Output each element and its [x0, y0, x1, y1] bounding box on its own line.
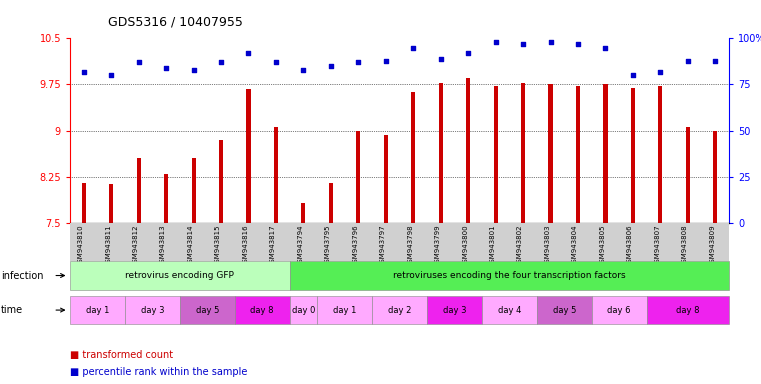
Text: GSM943813: GSM943813 [160, 225, 166, 267]
Bar [603, 84, 607, 384]
Text: GSM943808: GSM943808 [682, 225, 688, 267]
Bar [521, 83, 525, 384]
Text: GSM943799: GSM943799 [435, 225, 441, 267]
Text: GSM943801: GSM943801 [489, 225, 495, 267]
Text: GSM943814: GSM943814 [187, 225, 193, 267]
Bar [576, 86, 580, 384]
Text: day 3: day 3 [141, 306, 164, 314]
Text: GSM943797: GSM943797 [380, 225, 386, 267]
Bar [247, 89, 250, 384]
Text: GSM943802: GSM943802 [517, 225, 523, 267]
Point [682, 58, 694, 64]
Bar [549, 84, 552, 384]
Bar [466, 78, 470, 384]
Bar [631, 88, 635, 384]
Text: retroviruses encoding the four transcription factors: retroviruses encoding the four transcrip… [393, 271, 626, 280]
Bar [384, 136, 388, 384]
Bar [686, 127, 690, 384]
Text: GSM943804: GSM943804 [572, 225, 578, 267]
Text: GSM943815: GSM943815 [215, 225, 221, 267]
Point [627, 72, 639, 78]
Text: GSM943795: GSM943795 [325, 225, 331, 267]
Point [298, 67, 310, 73]
Bar [192, 158, 196, 384]
Point [215, 59, 227, 65]
Point [352, 59, 365, 65]
Bar [109, 184, 113, 384]
Text: GSM943812: GSM943812 [132, 225, 139, 267]
Text: retrovirus encoding GFP: retrovirus encoding GFP [126, 271, 234, 280]
Point [160, 65, 172, 71]
Text: ■ percentile rank within the sample: ■ percentile rank within the sample [70, 367, 247, 377]
Point [325, 63, 337, 69]
Text: day 8: day 8 [250, 306, 274, 314]
Point [132, 59, 145, 65]
Text: day 5: day 5 [552, 306, 576, 314]
Bar [164, 174, 168, 384]
Text: GSM943803: GSM943803 [545, 225, 550, 267]
Text: GSM943816: GSM943816 [243, 225, 249, 267]
Point [572, 41, 584, 47]
Point [187, 67, 199, 73]
Text: GSM943805: GSM943805 [600, 225, 606, 267]
Text: day 2: day 2 [388, 306, 411, 314]
Point [709, 58, 721, 64]
Text: GSM943810: GSM943810 [78, 225, 84, 267]
Text: GSM943798: GSM943798 [407, 225, 413, 267]
Point [407, 45, 419, 51]
Text: day 0: day 0 [291, 306, 315, 314]
Bar [356, 131, 361, 384]
Text: day 3: day 3 [443, 306, 466, 314]
Text: infection: infection [1, 270, 43, 281]
Bar [494, 86, 498, 384]
Point [243, 50, 255, 56]
Text: GSM943811: GSM943811 [105, 225, 111, 267]
Text: day 8: day 8 [676, 306, 699, 314]
Bar [411, 93, 416, 384]
Point [600, 45, 612, 51]
Bar [713, 131, 718, 384]
Point [462, 50, 474, 56]
Text: GSM943800: GSM943800 [462, 225, 468, 267]
Point [78, 68, 90, 74]
Text: GDS5316 / 10407955: GDS5316 / 10407955 [108, 16, 243, 29]
Bar [81, 183, 86, 384]
Point [270, 59, 282, 65]
Bar [219, 140, 223, 384]
Point [654, 68, 667, 74]
Bar [329, 183, 333, 384]
Bar [301, 203, 305, 384]
Text: GSM943809: GSM943809 [709, 225, 715, 267]
Text: day 1: day 1 [333, 306, 356, 314]
Text: time: time [1, 305, 23, 315]
Text: GSM943796: GSM943796 [352, 225, 358, 267]
Text: GSM943794: GSM943794 [298, 225, 304, 267]
Text: day 5: day 5 [196, 306, 219, 314]
Point [489, 39, 501, 45]
Bar [438, 83, 443, 384]
Text: day 1: day 1 [86, 306, 109, 314]
Text: day 6: day 6 [607, 306, 631, 314]
Bar [274, 127, 278, 384]
Text: GSM943806: GSM943806 [627, 225, 633, 267]
Point [517, 41, 529, 47]
Text: GSM943807: GSM943807 [654, 225, 661, 267]
Bar [137, 158, 141, 384]
Point [105, 72, 117, 78]
Point [435, 56, 447, 62]
Text: day 4: day 4 [498, 306, 521, 314]
Text: GSM943817: GSM943817 [270, 225, 276, 267]
Point [544, 39, 556, 45]
Bar [658, 86, 662, 384]
Text: ■ transformed count: ■ transformed count [70, 350, 174, 360]
Point [380, 58, 392, 64]
